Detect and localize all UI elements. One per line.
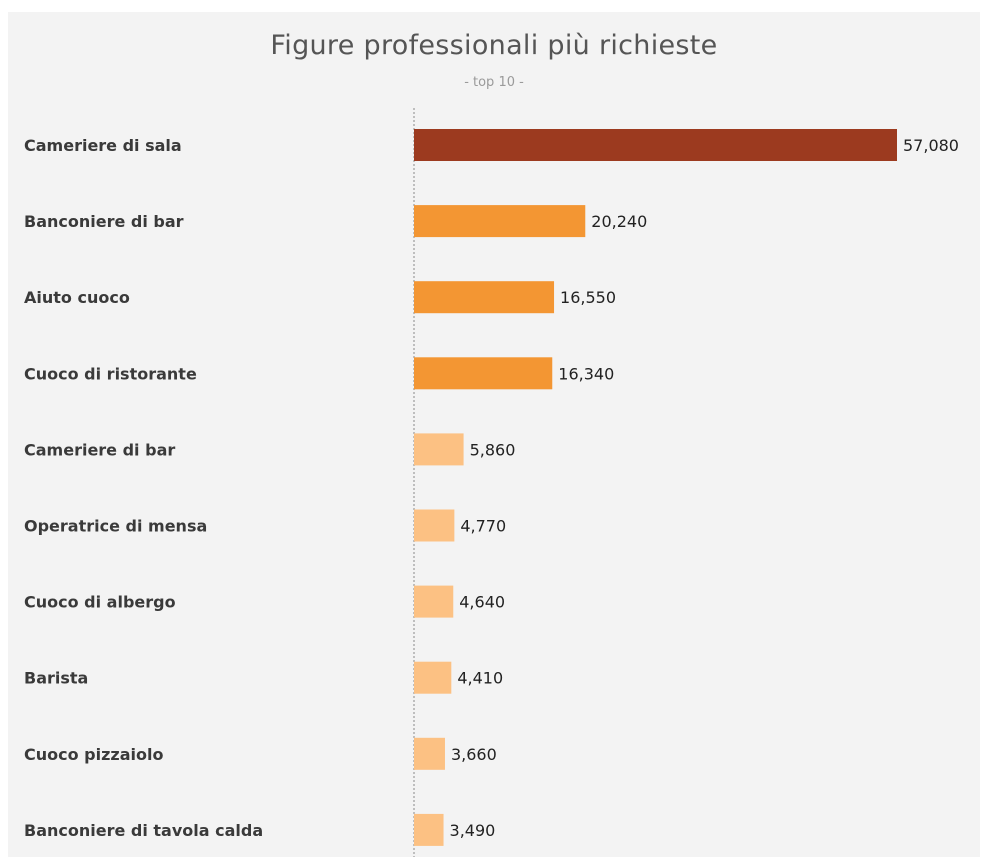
value-label: 3,660 bbox=[451, 745, 497, 764]
bar bbox=[414, 205, 586, 238]
chart-subtitle: - top 10 - bbox=[464, 75, 524, 90]
value-label: 3,490 bbox=[450, 821, 496, 840]
category-label: Operatrice di mensa bbox=[24, 517, 207, 536]
bar bbox=[414, 129, 897, 161]
value-label: 16,550 bbox=[560, 288, 616, 307]
value-label: 4,640 bbox=[459, 593, 505, 612]
category-label: Cameriere di bar bbox=[24, 440, 175, 459]
bar bbox=[414, 281, 555, 314]
bar bbox=[414, 813, 444, 846]
bar bbox=[414, 509, 455, 542]
bar bbox=[414, 585, 454, 618]
bar bbox=[414, 661, 452, 694]
value-label: 16,340 bbox=[558, 364, 614, 383]
category-label: Cameriere di sala bbox=[24, 136, 182, 155]
bar bbox=[414, 357, 553, 390]
bar bbox=[414, 737, 445, 770]
value-label: 4,770 bbox=[460, 517, 506, 536]
value-label: 57,080 bbox=[903, 136, 959, 155]
value-label: 20,240 bbox=[591, 212, 647, 231]
chart-title: Figure professionali più richieste bbox=[270, 30, 718, 61]
value-label: 5,860 bbox=[470, 440, 516, 459]
value-label: 4,410 bbox=[457, 669, 503, 688]
category-label: Banconiere di bar bbox=[24, 212, 184, 231]
category-label: Barista bbox=[24, 669, 88, 688]
category-label: Cuoco pizzaiolo bbox=[24, 745, 163, 764]
category-label: Cuoco di albergo bbox=[24, 593, 176, 612]
category-label: Aiuto cuoco bbox=[24, 288, 130, 307]
category-label: Cuoco di ristorante bbox=[24, 364, 197, 383]
category-label: Banconiere di tavola calda bbox=[24, 821, 263, 840]
bar bbox=[414, 433, 464, 466]
